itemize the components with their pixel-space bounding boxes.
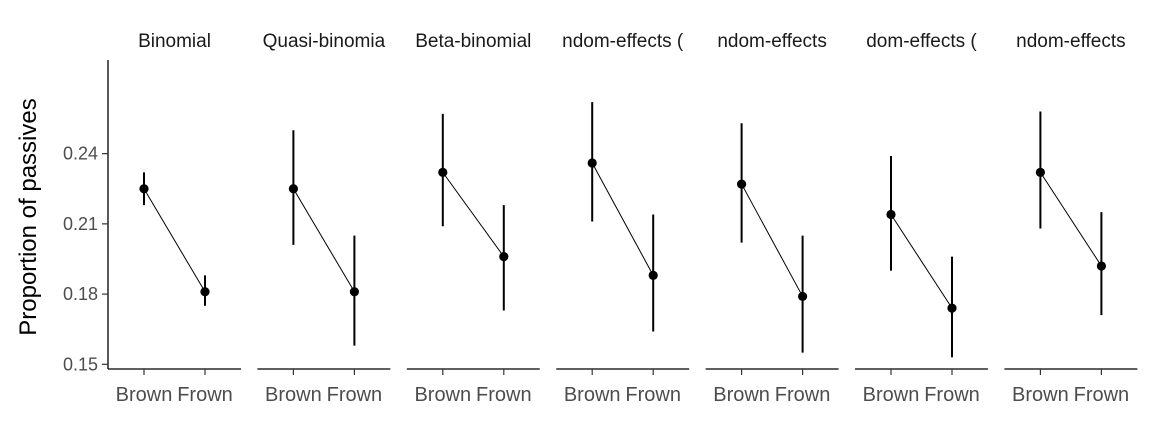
data-point xyxy=(798,291,808,302)
y-tick-label: 0.15 xyxy=(63,354,98,374)
facet-title: Beta-binomial xyxy=(415,31,531,52)
facet-panel: Quasi-binomia Brown Frown xyxy=(257,31,391,406)
x-tick-label: Brown xyxy=(713,384,770,406)
data-point xyxy=(886,209,896,220)
x-tick-label: Brown xyxy=(116,384,173,406)
y-axis: 0.15 0.18 0.21 0.24 xyxy=(63,60,109,374)
data-point xyxy=(200,287,210,297)
data-point xyxy=(1096,261,1106,271)
facet-title: dom-effects ( xyxy=(866,31,977,52)
data-point xyxy=(288,184,298,194)
connecting-line xyxy=(442,172,505,257)
facet-panel: ndom-effects ( Brown Frown xyxy=(556,31,690,406)
data-point xyxy=(587,158,597,168)
x-tick-label: Brown xyxy=(1012,384,1069,406)
x-tick-label: Frown xyxy=(775,384,831,406)
x-tick-label: Brown xyxy=(564,384,621,406)
y-axis-label: Proportion of passives xyxy=(15,98,42,335)
x-tick-label: Frown xyxy=(327,384,383,406)
connecting-line xyxy=(292,188,355,293)
x-tick-label: Brown xyxy=(414,384,471,406)
x-tick-label: Frown xyxy=(1074,384,1130,406)
facet-title: Quasi-binomia xyxy=(263,31,386,52)
connecting-line xyxy=(591,162,654,276)
facet-title: ndom-effects ( xyxy=(562,31,684,52)
facet-panel: Beta-binomial Brown Frown xyxy=(406,31,540,406)
connecting-line xyxy=(1039,172,1102,267)
x-tick-label: Brown xyxy=(863,384,920,406)
data-point xyxy=(499,252,509,262)
connecting-line xyxy=(741,183,804,297)
data-point xyxy=(349,287,359,297)
x-tick-label: Frown xyxy=(177,384,233,406)
data-point xyxy=(648,270,658,280)
x-tick-label: Frown xyxy=(924,384,980,406)
x-tick-label: Brown xyxy=(265,384,322,406)
y-tick-label: 0.24 xyxy=(63,144,98,164)
data-point xyxy=(737,179,747,189)
facet-panel: dom-effects ( Brown Frown xyxy=(855,31,988,406)
y-tick-label: 0.21 xyxy=(63,214,98,234)
facet-panel: ndom-effects Brown Frown xyxy=(705,31,839,406)
facet-panel: ndom-effects Brown Frown xyxy=(1004,31,1138,406)
data-point xyxy=(947,303,957,313)
facet-title: Binomial xyxy=(138,31,211,52)
data-point xyxy=(1035,167,1045,177)
facet-title: ndom-effects xyxy=(1016,31,1125,52)
data-point xyxy=(139,184,149,194)
connecting-line xyxy=(890,214,953,309)
data-point xyxy=(438,167,448,177)
connecting-line xyxy=(143,188,206,293)
x-tick-label: Frown xyxy=(625,384,681,406)
facet-panel: Binomial Brown Frown xyxy=(108,31,241,406)
facet-title: ndom-effects xyxy=(717,31,826,52)
y-tick-label: 0.18 xyxy=(63,284,98,304)
x-tick-label: Frown xyxy=(476,384,532,406)
